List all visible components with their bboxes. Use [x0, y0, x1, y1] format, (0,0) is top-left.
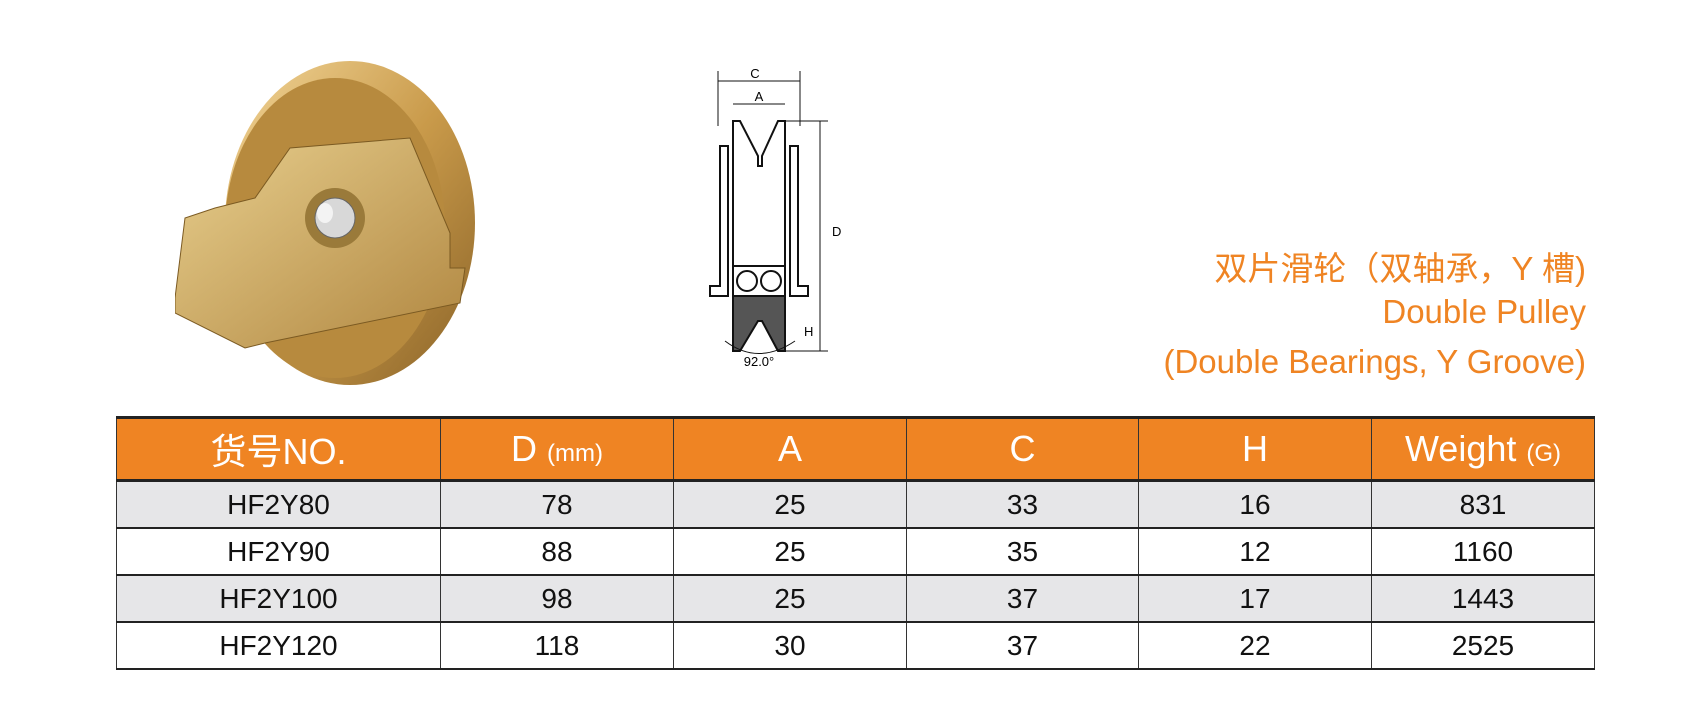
cell-a: 25 [673, 480, 907, 529]
label-angle: 92.0° [744, 354, 775, 369]
header-c: C [906, 416, 1139, 482]
cell-h: 12 [1138, 528, 1372, 576]
cell-h: 22 [1138, 622, 1372, 670]
table-row: HF2Y80 78 25 33 16 831 [116, 480, 1595, 529]
table-row: HF2Y120 118 30 37 22 2525 [116, 622, 1595, 670]
label-c: C [750, 66, 759, 81]
cell-weight: 1160 [1371, 528, 1595, 576]
cell-d: 98 [440, 575, 674, 623]
table-row: HF2Y90 88 25 35 12 1160 [116, 528, 1595, 576]
label-d: D [832, 224, 841, 239]
cell-d: 118 [440, 622, 674, 670]
cell-weight: 831 [1371, 480, 1595, 529]
header-row: 货号NO. D (mm) A C H Weight (G) [116, 416, 1595, 482]
title-english: Double Pulley [1382, 293, 1586, 330]
cell-c: 37 [906, 622, 1139, 670]
cell-a: 30 [673, 622, 907, 670]
header-h: H [1138, 416, 1372, 482]
cell-h: 17 [1138, 575, 1372, 623]
header-weight: Weight (G) [1371, 416, 1595, 482]
title-subtitle: (Double Bearings, Y Groove) [1163, 343, 1586, 380]
cell-a: 25 [673, 528, 907, 576]
spec-table: 货号NO. D (mm) A C H Weight (G) HF2Y80 78 25… [116, 416, 1595, 670]
header-no: 货号NO. [116, 416, 441, 482]
cell-no: HF2Y90 [116, 528, 441, 576]
cell-no: HF2Y120 [116, 622, 441, 670]
cell-c: 37 [906, 575, 1139, 623]
header-a: A [673, 416, 907, 482]
cross-section-drawing: C A D H 92.0° [709, 66, 841, 369]
cell-no: HF2Y80 [116, 480, 441, 529]
header-d: D (mm) [440, 416, 674, 482]
cell-d: 78 [440, 480, 674, 529]
cell-weight: 1443 [1371, 575, 1595, 623]
label-h: H [804, 324, 813, 339]
cell-c: 33 [906, 480, 1139, 529]
cell-d: 88 [440, 528, 674, 576]
cell-h: 16 [1138, 480, 1372, 529]
cell-no: HF2Y100 [116, 575, 441, 623]
pulley-photo [175, 61, 475, 385]
cell-weight: 2525 [1371, 622, 1595, 670]
cell-a: 25 [673, 575, 907, 623]
table-row: HF2Y100 98 25 37 17 1443 [116, 575, 1595, 623]
title-chinese: 双片滑轮（双轴承，Y 槽) [1214, 250, 1586, 287]
cell-c: 35 [906, 528, 1139, 576]
label-a: A [755, 89, 764, 104]
